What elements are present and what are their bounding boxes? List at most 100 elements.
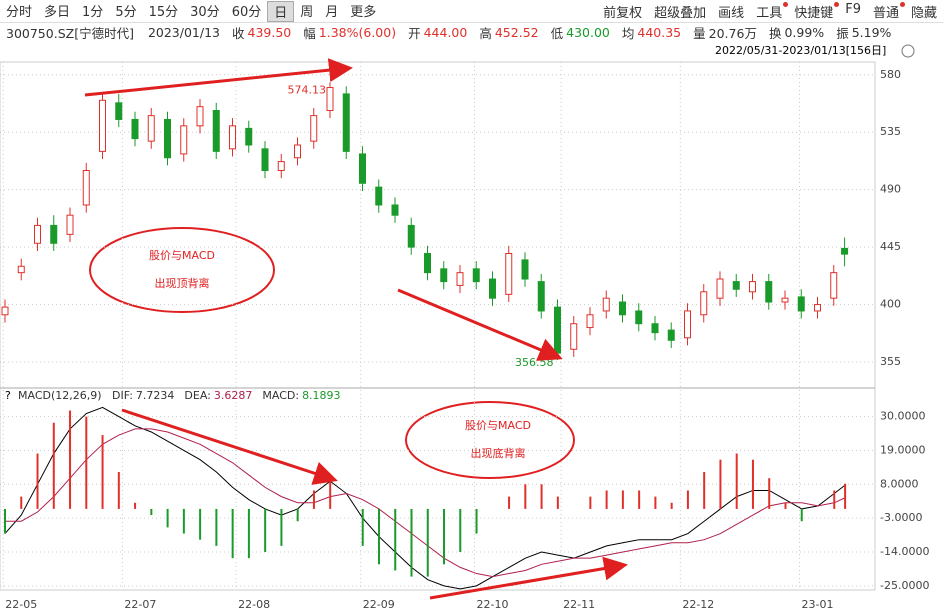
period-tab[interactable]: 更多: [350, 4, 377, 20]
period-tab[interactable]: 1分: [82, 4, 104, 20]
candle-body: [505, 253, 513, 295]
period-tab[interactable]: 5分: [115, 4, 137, 20]
y-tick-label: 580: [880, 68, 901, 81]
macd-line: [4, 406, 846, 590]
callout-text: 出现顶背离: [155, 276, 210, 290]
candle-body: [66, 214, 74, 235]
x-tick-label: 22-07: [124, 598, 156, 611]
callout-text: 股价与MACD: [465, 419, 531, 432]
tool-button[interactable]: 画线: [718, 5, 745, 21]
candle-body: [342, 93, 350, 152]
y-tick-label: 490: [880, 183, 901, 196]
range: 2022/05/31-2023/01/13[156日]: [715, 44, 886, 57]
info-value: 1.38%(6.00): [318, 24, 397, 40]
candle-body: [147, 115, 155, 142]
callout: [89, 227, 275, 313]
y-tick-label: 445: [880, 240, 901, 253]
legend-name: DEA:: [184, 389, 210, 402]
period-tab[interactable]: 60分: [231, 4, 262, 20]
tools: 前复权 超级叠加 画线 工具 快捷键 F9 普通 隐藏: [597, 1, 943, 21]
high-label: 574.13: [288, 83, 327, 96]
info-row: 300750.SZ[宁德时代] 2023/01/13 收 439.50 幅 1.38%(6…: [0, 22, 943, 42]
candle-body: [180, 125, 188, 155]
candle-body: [554, 306, 561, 354]
info-value: 440.35: [637, 24, 682, 40]
candle-body: [212, 110, 220, 152]
candle-body: [196, 106, 204, 127]
candle-body: [830, 272, 838, 299]
info-label: 幅: [303, 25, 316, 41]
callout-text: 出现底背离: [471, 446, 526, 460]
info-value: 430.00: [566, 24, 610, 40]
candle-body: [602, 297, 610, 312]
candle-body: [472, 268, 480, 283]
y-tick-label: 355: [880, 355, 901, 368]
panel-title: MACD(12,26,9): [18, 389, 102, 402]
y-tick-label: 19.0000: [880, 443, 926, 456]
info-value: 5.19%: [851, 24, 892, 40]
tool-button[interactable]: 普通: [867, 1, 905, 21]
candle-body: [131, 118, 139, 140]
info-label: 开: [408, 25, 421, 41]
info-label: 收: [232, 25, 245, 41]
callout: [405, 401, 575, 479]
candle-body: [391, 204, 399, 216]
tool-button[interactable]: F9: [845, 1, 861, 17]
x-tick-label: 22-05: [5, 598, 37, 611]
candle-body: [586, 314, 594, 329]
info-value: 20.76万: [708, 25, 757, 41]
tool-button[interactable]: 隐藏: [910, 5, 937, 21]
info-label: 高: [479, 25, 492, 41]
candle-body: [359, 153, 366, 184]
low-label: 356.58: [515, 356, 554, 369]
info-value: 452.52: [494, 24, 539, 40]
period-tab[interactable]: 分时: [6, 4, 33, 20]
candle-body: [765, 281, 773, 303]
legend-value: 7.7234: [136, 389, 175, 402]
period-tab[interactable]: 15分: [148, 4, 179, 20]
info-label: 振: [836, 25, 849, 41]
arrow: [84, 58, 353, 97]
candle-body: [326, 87, 334, 112]
period-tab[interactable]: 30分: [190, 4, 220, 20]
tool-button[interactable]: 快捷键: [788, 1, 840, 21]
info-label: 低: [550, 25, 564, 41]
code: 300750.SZ[宁德时代]: [6, 25, 134, 41]
candle-body: [716, 278, 724, 299]
candle-body: [34, 224, 41, 244]
legend-name: MACD:: [262, 389, 299, 402]
candle-body: [684, 310, 691, 339]
candle-body: [781, 297, 789, 303]
arrow: [121, 408, 338, 485]
candle-body: [82, 170, 90, 206]
tool-button[interactable]: 前复权: [603, 5, 643, 21]
callout-text: 股价与MACD: [149, 249, 215, 262]
candle-body: [797, 296, 805, 312]
x-tick-label: 22-11: [563, 598, 595, 611]
info-label: 均: [621, 25, 635, 41]
period-tab[interactable]: 多日: [44, 4, 71, 20]
legend-name: DIF:: [112, 389, 133, 402]
info-label: 量: [693, 25, 706, 41]
info-value: 444.00: [423, 24, 468, 40]
period-tab[interactable]: 周: [300, 4, 314, 20]
y-tick-label: 8.0000: [880, 477, 919, 490]
candle-body: [570, 323, 578, 350]
tool-button[interactable]: 超级叠加: [654, 5, 707, 21]
candle-body: [99, 99, 106, 152]
candle-body: [375, 186, 383, 206]
date: 2023/01/13: [147, 24, 220, 40]
candle-body: [440, 268, 448, 283]
gear[interactable]: [901, 44, 915, 58]
frame: [0, 61, 876, 591]
period-tab[interactable]: 月: [325, 4, 339, 20]
arrow: [429, 556, 628, 600]
period-tab[interactable]: 日: [267, 0, 295, 22]
candle-body: [814, 304, 821, 312]
tool-button[interactable]: 工具: [750, 1, 789, 21]
candle-body: [50, 224, 58, 244]
y-tick-label: -25.0000: [880, 579, 929, 592]
candle-body: [229, 125, 236, 150]
